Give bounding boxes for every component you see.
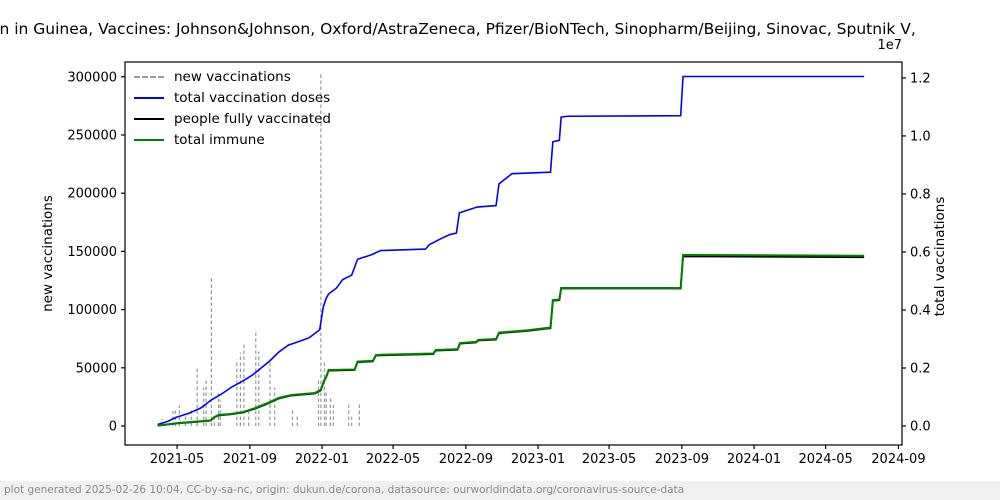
svg-text:2022-01: 2022-01 (295, 452, 349, 467)
svg-text:2021-09: 2021-09 (223, 452, 277, 467)
y-axis-right-ticks: 0.0 0.2 0.4 0.6 0.8 1.0 1.2 (902, 71, 931, 435)
y-axis-right-label: total vaccinations (932, 197, 948, 317)
y-axis-left-ticks: 0 50000 100000 150000 200000 250000 300000 (67, 70, 125, 435)
series-people-fully-vaccinated (157, 255, 865, 427)
legend-item: people fully vaccinated (134, 108, 331, 129)
svg-text:2021-05: 2021-05 (150, 452, 204, 467)
footer-credit: plot generated 2025-02-26 10:04, CC-by-s… (0, 481, 1000, 500)
legend-label: total immune (174, 131, 265, 148)
svg-text:2023-09: 2023-09 (655, 452, 709, 467)
x-axis-ticks: 2021-05 2021-09 2022-01 2022-05 2022-09 2023-… (150, 445, 926, 467)
svg-text:250000: 250000 (67, 128, 117, 143)
svg-text:50000: 50000 (76, 361, 117, 376)
svg-text:2024-05: 2024-05 (798, 452, 852, 467)
svg-text:300000: 300000 (67, 70, 117, 85)
y-axis-left-label: new vaccinations (40, 195, 56, 312)
svg-text:1.0: 1.0 (910, 129, 931, 144)
legend-item: new vaccinations (134, 66, 331, 87)
plot-border (124, 61, 903, 446)
svg-text:2022-05: 2022-05 (366, 452, 420, 467)
axis-offset-label: 1e7 (877, 38, 902, 53)
legend-line-swatch (134, 117, 164, 120)
legend-item: total immune (134, 129, 331, 150)
legend-item: total vaccination doses (134, 87, 331, 108)
svg-text:0.8: 0.8 (910, 187, 931, 202)
legend-line-swatch (134, 96, 164, 99)
legend-line-swatch (134, 138, 164, 141)
legend-label: total vaccination doses (174, 89, 331, 106)
svg-text:0: 0 (109, 420, 117, 435)
svg-text:100000: 100000 (67, 303, 117, 318)
series-new-vaccinations (161, 73, 360, 427)
svg-text:2024-09: 2024-09 (871, 452, 925, 467)
chart-title: on in Guinea, Vaccines: Johnson&Johnson,… (0, 20, 916, 38)
svg-text:2024-01: 2024-01 (727, 452, 781, 467)
legend-label: people fully vaccinated (174, 110, 331, 127)
svg-text:0.6: 0.6 (910, 245, 931, 260)
svg-text:150000: 150000 (67, 245, 117, 260)
legend-dashed-line-swatch (134, 75, 164, 78)
series-total-vaccination-doses (157, 75, 865, 426)
svg-text:2023-05: 2023-05 (582, 452, 636, 467)
svg-text:0.4: 0.4 (910, 303, 931, 318)
svg-text:0.2: 0.2 (910, 361, 931, 376)
svg-text:0.0: 0.0 (910, 420, 931, 435)
svg-text:2022-09: 2022-09 (439, 452, 493, 467)
series-total-immune (157, 253, 865, 427)
svg-text:2023-01: 2023-01 (511, 452, 565, 467)
legend: new vaccinations total vaccination doses p… (134, 66, 331, 150)
svg-text:200000: 200000 (67, 187, 117, 202)
svg-text:1.2: 1.2 (910, 71, 931, 86)
legend-label: new vaccinations (174, 68, 291, 85)
